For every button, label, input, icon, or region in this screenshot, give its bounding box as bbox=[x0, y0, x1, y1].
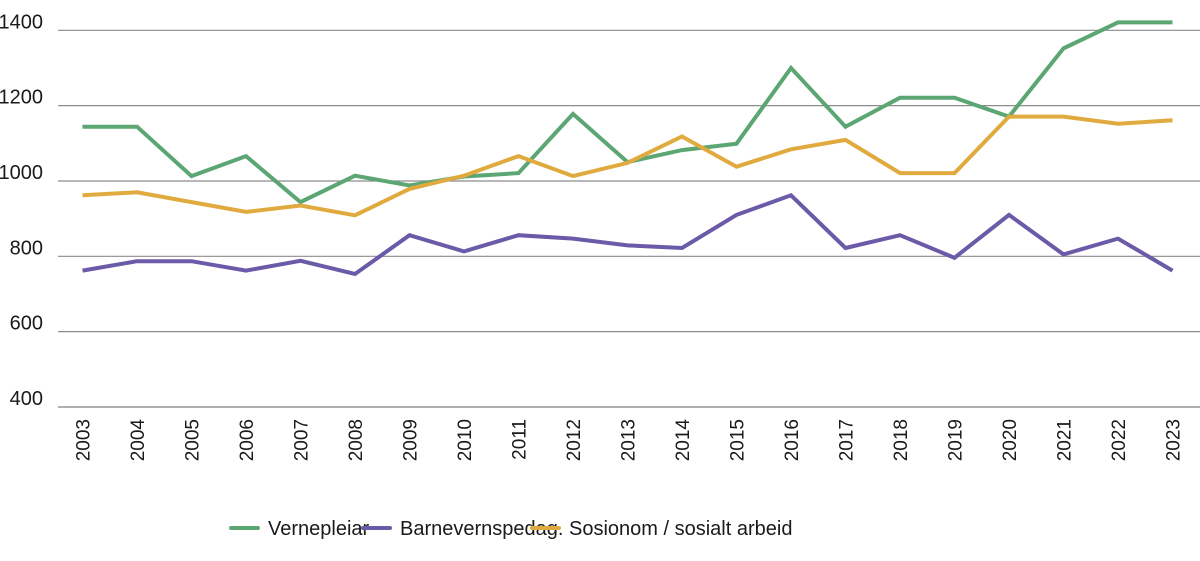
y-tick-label: 800 bbox=[10, 237, 43, 259]
x-tick-label: 2003 bbox=[74, 419, 95, 461]
x-tick-label: 2013 bbox=[619, 419, 640, 461]
x-tick-label: 2014 bbox=[673, 419, 694, 462]
x-tick-label: 2008 bbox=[346, 419, 367, 461]
x-tick-label: 2009 bbox=[401, 419, 422, 461]
x-tick-label: 2004 bbox=[128, 419, 149, 462]
x-tick-label: 2010 bbox=[455, 419, 476, 461]
x-tick-label: 2007 bbox=[292, 419, 313, 461]
series-lines bbox=[82, 22, 1172, 274]
x-tick-label: 2006 bbox=[237, 419, 258, 461]
gridlines bbox=[58, 30, 1200, 407]
legend-item: Vernepleiar bbox=[231, 518, 370, 540]
legend-label: Sosionom / sosialt arbeid bbox=[569, 518, 792, 540]
x-tick-label: 2021 bbox=[1055, 419, 1076, 461]
x-tick-label: 2020 bbox=[1000, 419, 1021, 461]
series-line-1 bbox=[83, 195, 1173, 274]
y-tick-label: 1200 bbox=[0, 87, 43, 109]
x-axis-ticks: 2003 2004 2005 2006 2007 2008 2009 2010 2011 2012… bbox=[74, 419, 1185, 462]
legend-item: Sosionom / sosialt arbeid bbox=[532, 518, 792, 540]
y-tick-label: 1400 bbox=[0, 11, 43, 33]
x-tick-label: 2016 bbox=[782, 419, 803, 461]
x-tick-label: 2012 bbox=[564, 419, 585, 461]
y-tick-label: 600 bbox=[10, 313, 43, 335]
x-tick-label: 2023 bbox=[1164, 419, 1185, 461]
legend-label: Vernepleiar bbox=[268, 518, 370, 540]
y-axis-ticks: 400 600 800 1000 1200 1400 bbox=[0, 11, 43, 410]
x-tick-label: 2011 bbox=[510, 419, 531, 460]
x-tick-label: 2022 bbox=[1109, 419, 1130, 461]
y-tick-label: 400 bbox=[10, 388, 43, 410]
x-tick-label: 2018 bbox=[891, 419, 912, 461]
x-tick-label: 2005 bbox=[183, 419, 204, 461]
x-tick-label: 2019 bbox=[946, 419, 967, 461]
x-tick-label: 2015 bbox=[728, 419, 749, 461]
series-line-0 bbox=[83, 22, 1173, 202]
series-line-2 bbox=[83, 117, 1173, 216]
x-tick-label: 2017 bbox=[837, 419, 858, 461]
y-tick-label: 1000 bbox=[0, 162, 43, 184]
